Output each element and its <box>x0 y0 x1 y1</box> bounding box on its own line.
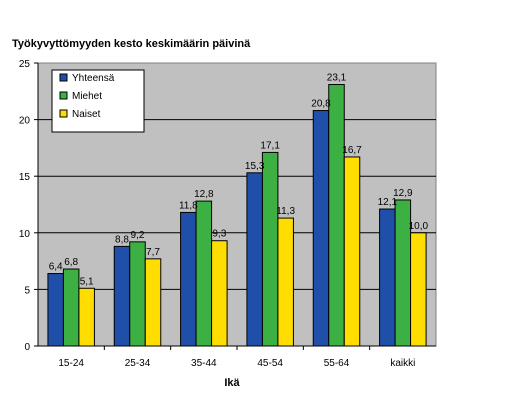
bar <box>113 245 131 347</box>
data-label: 6,4 <box>49 262 63 273</box>
x-axis: 15-24 25-34 35-44 45-54 55-64 kaikki <box>38 345 436 369</box>
data-label: 9,3 <box>212 229 226 240</box>
data-label: 6,8 <box>64 257 78 268</box>
legend: Yhteensä Miehet Naiset <box>51 69 145 133</box>
x-tick-label: 25-34 <box>125 358 151 369</box>
data-label: 5,1 <box>80 276 94 287</box>
bar <box>195 200 213 347</box>
data-label: 8,8 <box>115 234 129 245</box>
bars <box>47 84 427 347</box>
bar <box>129 241 146 347</box>
bar <box>246 172 263 347</box>
data-label: 16,7 <box>342 145 362 156</box>
x-tick-label: 15-24 <box>58 358 84 369</box>
y-axis: 0 5 10 15 20 25 <box>19 59 39 353</box>
data-label: 23,1 <box>327 73 347 84</box>
x-tick-label: 55-64 <box>324 358 350 369</box>
legend-swatch <box>59 91 68 100</box>
bar <box>343 156 361 347</box>
data-label: 11,8 <box>179 200 198 211</box>
data-label: 7,7 <box>146 247 160 258</box>
legend-label: Naiset <box>72 109 101 120</box>
data-label: 10,0 <box>409 221 429 232</box>
chart-title: Työkyvyttömyyden kesto keskimäärin päivi… <box>12 38 251 50</box>
data-label: 20,8 <box>311 99 331 110</box>
y-tick-label: 25 <box>19 59 31 70</box>
data-label: 9,2 <box>131 230 145 241</box>
y-tick-label: 5 <box>24 285 30 296</box>
legend-label: Yhteensä <box>72 73 115 84</box>
x-tick-label: 45-54 <box>257 358 283 369</box>
x-axis-label: Ikä <box>224 377 240 389</box>
y-tick-label: 15 <box>19 172 31 183</box>
x-tick-label: kaikki <box>390 358 415 369</box>
bar <box>312 110 330 347</box>
legend-swatch <box>59 73 68 82</box>
bar <box>211 240 228 347</box>
data-label: 11,3 <box>276 206 295 217</box>
data-label: 17,1 <box>260 140 280 151</box>
data-label: 15,3 <box>245 161 265 172</box>
data-label: 12,1 <box>378 197 398 208</box>
bar <box>277 217 294 347</box>
bar <box>180 211 197 347</box>
data-label: 12,9 <box>393 188 413 199</box>
data-label: 12,8 <box>194 189 214 200</box>
bar <box>328 84 345 347</box>
legend-swatch <box>59 109 68 118</box>
bar <box>410 232 427 347</box>
bar <box>261 151 279 347</box>
bar <box>144 258 162 347</box>
y-tick-label: 20 <box>19 116 31 127</box>
y-tick-label: 0 <box>24 342 30 353</box>
gridlines <box>38 119 436 290</box>
x-tick-label: 35-44 <box>191 358 217 369</box>
bar <box>62 268 80 347</box>
bar <box>379 208 396 347</box>
bar <box>47 273 64 347</box>
bar <box>78 287 95 347</box>
data-labels: 6,4 6,85,1 8,8 9,27,7 11,812,8 9,3 15,3 17,1 11,… <box>49 73 429 288</box>
legend-label: Miehet <box>72 91 102 102</box>
y-tick-label: 10 <box>19 229 31 240</box>
